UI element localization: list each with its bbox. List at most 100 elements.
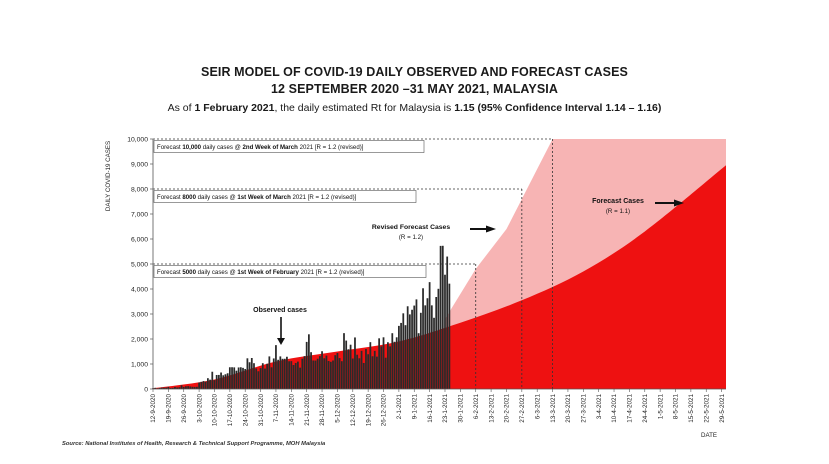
- observed-bar: [398, 325, 400, 390]
- observed-bar: [211, 371, 214, 389]
- x-tick-label: 13-3-2021: [550, 394, 557, 423]
- observed-bar: [182, 386, 185, 389]
- x-tick-label: 24-4-2021: [642, 394, 649, 423]
- observed-bar: [415, 299, 418, 390]
- observed-bar: [376, 356, 378, 390]
- observed-bar: [275, 345, 277, 390]
- observed-bar: [200, 381, 203, 389]
- observed-bar: [316, 358, 319, 389]
- observed-bar: [301, 358, 304, 389]
- observed-bar: [400, 322, 402, 389]
- observed-bar: [294, 362, 297, 389]
- chart-header: SEIR MODEL OF COVID-19 DAILY OBSERVED AN…: [0, 64, 829, 116]
- observed-bar: [433, 317, 435, 389]
- x-tick-label: 6-3-2021: [534, 394, 541, 420]
- observed-bar: [437, 288, 440, 389]
- observed-bar: [268, 356, 271, 389]
- y-tick-label: 0: [144, 386, 148, 393]
- observed-bar: [393, 341, 396, 389]
- forecast-callout-text-2: Forecast 8000 daily cases @ 1st Week of …: [157, 194, 357, 201]
- observed-bar: [334, 355, 337, 389]
- callout-2-part-4: 1st Week of March: [237, 194, 291, 201]
- observed-bar: [349, 344, 352, 389]
- callout-1-part-2: 10,000: [182, 144, 201, 151]
- subtitle-prefix: As of: [167, 102, 195, 114]
- observed-bar: [402, 313, 405, 389]
- x-tick-label: 12-12-2020: [350, 394, 357, 427]
- observed-bar: [257, 371, 260, 389]
- x-tick-label: 28-11-2020: [319, 394, 326, 426]
- observed-bar: [189, 386, 192, 389]
- observed-bar: [202, 381, 205, 389]
- observed-bar: [299, 367, 301, 389]
- observed-bar: [365, 349, 367, 389]
- observed-bar: [250, 358, 253, 389]
- x-tick-label: 30-1-2021: [458, 394, 465, 423]
- observed-bar: [404, 325, 407, 389]
- x-tick-label: 2-1-2021: [396, 394, 403, 420]
- observed-bar: [193, 386, 196, 390]
- observed-bar: [371, 356, 374, 389]
- observed-bar: [261, 363, 264, 389]
- observed-bar: [213, 380, 216, 389]
- observed-bar: [422, 288, 424, 389]
- callout-2-part-3: daily cases @: [196, 194, 237, 201]
- observed-bar: [242, 367, 244, 389]
- observed-bar: [318, 356, 321, 390]
- observed-bar: [413, 305, 416, 389]
- x-tick-label: 14-11-2020: [289, 394, 296, 426]
- observed-bar: [187, 386, 190, 390]
- revised-arrow-head: [486, 225, 496, 233]
- observed-bar: [444, 274, 446, 389]
- forecast-callout-box-1: [153, 140, 425, 153]
- callout-2-part-5: 2021 [R = 1.2 (revised)]: [291, 194, 357, 201]
- observed-bar: [246, 358, 249, 389]
- x-tick-label: 23-1-2021: [442, 394, 449, 423]
- observed-bar: [387, 342, 389, 389]
- callout-1-part-5: 2021 [R = 1.2 (revised)]: [298, 144, 364, 151]
- observed-bar: [196, 386, 198, 389]
- observed-bar: [347, 349, 350, 389]
- callout-3-part-4: 1st Week of February: [237, 269, 299, 276]
- y-tick-label: 3,000: [131, 311, 148, 318]
- observed-bar: [237, 367, 240, 389]
- x-tick-label: 26-9-2020: [181, 394, 188, 423]
- forecast-area: [153, 165, 726, 389]
- observed-bar: [367, 354, 370, 389]
- observed-bar: [228, 367, 231, 389]
- observed-bar: [389, 346, 391, 389]
- observed-bar: [270, 367, 273, 389]
- observed-bar: [204, 381, 207, 389]
- observed-bar: [314, 360, 317, 389]
- observed-bar: [358, 358, 361, 389]
- subtitle-rt-value: 1.15 (95% Confidence Interval 1.14 – 1.1…: [454, 102, 662, 114]
- observed-bar: [369, 342, 372, 389]
- observed-bar: [356, 354, 359, 389]
- observed-arrow-head: [277, 338, 285, 345]
- y-tick-label: 7,000: [131, 211, 148, 218]
- observed-bar: [340, 361, 343, 389]
- revised-forecast-label: Revised Forecast Cases: [372, 224, 450, 231]
- y-tick-label: 8,000: [131, 186, 148, 193]
- x-tick-label: 5-12-2020: [335, 394, 342, 423]
- observed-bar: [448, 283, 451, 389]
- x-tick-label: 21-11-2020: [304, 394, 311, 426]
- source-note: Source: National Institutes of Health, R…: [62, 441, 326, 447]
- observed-bar: [406, 306, 409, 389]
- observed-bar: [338, 358, 341, 389]
- observed-bar: [327, 360, 330, 389]
- observed-bar: [417, 333, 420, 389]
- observed-bar: [220, 372, 222, 389]
- observed-cases-label: Observed cases: [253, 307, 307, 314]
- observed-bar: [160, 387, 163, 389]
- observed-bar: [303, 356, 306, 390]
- observed-bar: [198, 382, 200, 389]
- observed-bar: [226, 373, 229, 389]
- x-tick-label: 19-12-2020: [365, 394, 372, 427]
- observed-bar: [435, 297, 438, 389]
- x-tick-label: 20-2-2021: [504, 394, 511, 423]
- forecast-callout-box-2: [153, 190, 417, 203]
- chart-subtitle: As of 1 February 2021, the daily estimat…: [0, 101, 829, 116]
- observed-bar: [310, 352, 312, 389]
